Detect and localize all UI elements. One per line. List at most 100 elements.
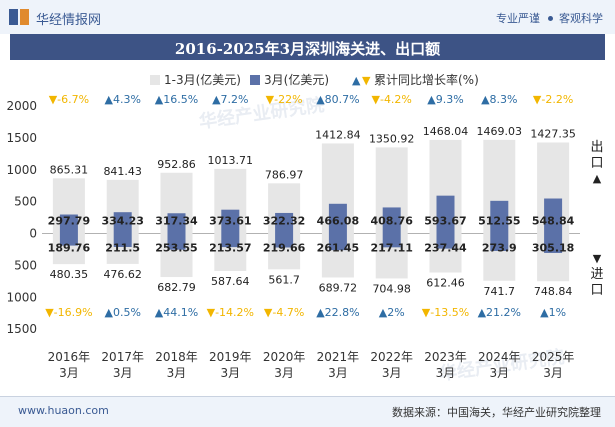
import-total-label: 612.46 [426, 277, 465, 290]
import-growth-label: ▲21.2% [478, 306, 521, 319]
import-growth-label: ▲22.8% [316, 306, 359, 319]
export-growth-label: ▼-4.2% [372, 93, 412, 106]
separator-dot-icon [548, 16, 553, 21]
import-growth-label: ▲0.5% [104, 306, 140, 319]
export-month-label: 593.67 [424, 215, 466, 228]
import-side-label: 进 [590, 267, 603, 282]
import-total-label: 476.62 [103, 268, 142, 281]
export-month-label: 334.23 [101, 215, 143, 228]
import-side-label: 口 [590, 283, 603, 298]
legend-up-triangle-icon: ▲ [352, 74, 361, 87]
export-total-label: 952.86 [157, 158, 196, 171]
export-total-label: 1013.71 [208, 154, 254, 167]
y-tick-label: 1500 [6, 322, 37, 336]
export-month-bar [490, 200, 509, 234]
tag-objective: 客观科学 [559, 12, 603, 25]
title-bar: 2016-2025年3月深圳海关进、出口额 [10, 34, 605, 60]
export-month-label: 322.32 [263, 215, 305, 228]
import-month-bar [490, 233, 509, 251]
y-tick-label: 500 [14, 258, 37, 272]
export-growth-label: ▲4.3% [104, 93, 140, 106]
export-growth-label: ▲80.7% [316, 93, 359, 106]
x-tick-label: 2022年 [370, 350, 413, 364]
import-total-label: 689.72 [319, 281, 358, 294]
export-total-label: 786.97 [265, 168, 304, 181]
website-link[interactable]: www.huaon.com [18, 404, 109, 417]
import-month-label: 213.57 [209, 242, 251, 255]
y-tick-label: 2000 [6, 99, 37, 113]
legend-total-label: 1-3月(亿美元) [164, 72, 241, 87]
export-growth-label: ▲7.2% [212, 93, 248, 106]
import-growth-label: ▲2% [379, 306, 405, 319]
export-month-bar [167, 213, 186, 234]
legend-month-swatch [250, 75, 260, 85]
chart-title: 2016-2025年3月深圳海关进、出口额 [174, 40, 441, 58]
legend-total-swatch [150, 75, 160, 85]
y-tick-label: 1000 [6, 163, 37, 177]
footer-divider [0, 396, 615, 397]
x-tick-label: 3月 [543, 366, 563, 380]
import-month-bar [59, 233, 78, 246]
import-total-label: 561.7 [268, 273, 300, 286]
import-growth-label: ▼-16.9% [45, 306, 92, 319]
export-growth-label: ▲8.3% [481, 93, 517, 106]
import-month-label: 219.66 [263, 242, 306, 255]
data-source: 数据来源：中国海关，华经产业研究院整理 [392, 406, 601, 419]
import-month-bar [167, 233, 186, 250]
x-tick-label: 2018年 [155, 350, 198, 364]
export-month-bar [544, 198, 563, 234]
x-tick-label: 2017年 [101, 350, 144, 364]
import-total-label: 682.79 [157, 281, 196, 294]
export-month-label: 512.55 [478, 215, 520, 228]
export-month-bar [275, 212, 294, 234]
footer-bar [0, 397, 615, 427]
import-total-label: 587.64 [211, 275, 250, 288]
x-tick-label: 2023年 [424, 350, 467, 364]
x-tick-label: 3月 [274, 366, 294, 380]
import-total-label: 480.35 [50, 268, 89, 281]
x-tick-label: 2024年 [478, 350, 521, 364]
import-month-bar [221, 233, 240, 248]
import-month-bar [113, 233, 132, 247]
brand-name: 华经情报网 [36, 13, 102, 28]
export-total-label: 1468.04 [423, 125, 469, 138]
import-month-label: 217.11 [370, 242, 412, 255]
export-month-label: 408.76 [370, 215, 413, 228]
import-month-bar [328, 233, 347, 251]
import-month-bar [544, 233, 563, 253]
legend-month-label: 3月(亿美元) [264, 72, 329, 87]
export-month-label: 317.34 [155, 215, 198, 228]
export-month-label: 548.84 [532, 215, 575, 228]
import-month-label: 211.5 [105, 242, 140, 255]
export-side-label: 出 [590, 140, 603, 155]
export-month-bar [328, 203, 347, 234]
import-growth-label: ▲1% [540, 306, 566, 319]
export-arrow-icon: ▲ [593, 172, 602, 185]
x-tick-label: 3月 [382, 366, 402, 380]
export-growth-label: ▲9.3% [427, 93, 463, 106]
import-month-bar [436, 233, 455, 249]
import-total-label: 741.7 [484, 285, 516, 298]
import-month-label: 261.45 [317, 242, 359, 255]
export-month-label: 466.08 [317, 215, 359, 228]
import-month-label: 237.44 [424, 242, 467, 255]
x-tick-label: 3月 [436, 366, 456, 380]
x-tick-label: 2025年 [532, 350, 575, 364]
tagline: 专业严谨 客观科学 [496, 10, 603, 26]
export-total-label: 865.31 [50, 163, 89, 176]
export-total-label: 1427.35 [530, 128, 576, 141]
export-month-bar [59, 214, 78, 234]
import-month-label: 189.76 [48, 242, 91, 255]
export-month-bar [436, 195, 455, 234]
import-month-label: 273.9 [482, 242, 517, 255]
y-tick-label: 1500 [6, 131, 37, 145]
legend-growth-label: 累计同比增长率(%) [374, 72, 479, 87]
import-arrow-icon: ▼ [593, 252, 602, 265]
export-total-label: 841.43 [103, 165, 142, 178]
import-growth-label: ▲44.1% [155, 306, 198, 319]
x-tick-label: 3月 [328, 366, 348, 380]
x-tick-label: 3月 [59, 366, 79, 380]
import-month-bar [275, 233, 294, 248]
legend-down-triangle-icon: ▼ [362, 74, 371, 87]
export-month-bar [113, 212, 132, 234]
